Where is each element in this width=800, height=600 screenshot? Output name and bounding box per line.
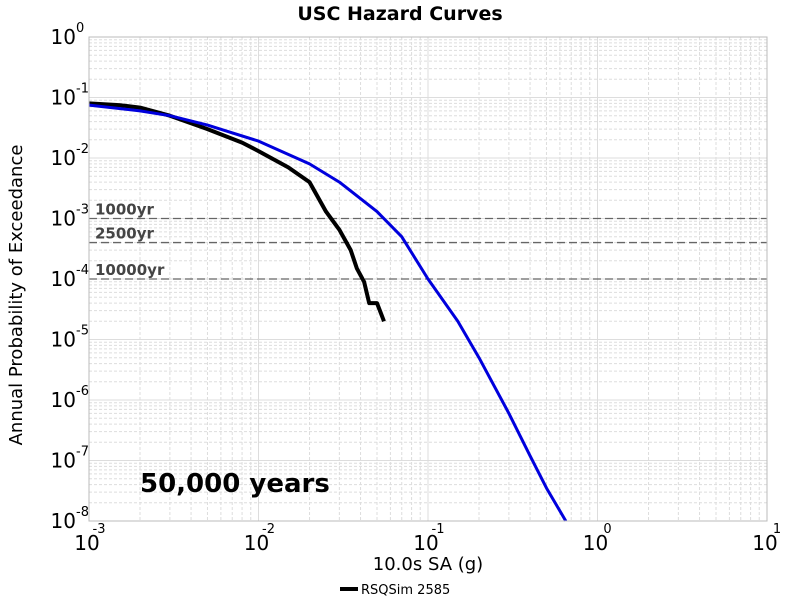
- y-tick-exponent: -7: [76, 445, 89, 460]
- y-tick-label: 10: [51, 509, 76, 533]
- x-tick-exponent: -3: [93, 522, 106, 537]
- y-tick-exponent: -2: [76, 142, 89, 157]
- y-axis-label: Annual Probability of Exceedance: [6, 145, 27, 446]
- x-tick-exponent: -1: [432, 522, 445, 537]
- plot-frame: [88, 36, 768, 522]
- y-tick-exponent: 0: [76, 21, 84, 36]
- reference-line-label: 10000yr: [95, 261, 165, 279]
- legend: RSQSim 2585: [340, 583, 450, 598]
- reference-line-label: 2500yr: [95, 225, 155, 243]
- x-tick-label: 10: [583, 531, 608, 555]
- y-tick-exponent: -5: [76, 324, 89, 339]
- y-tick-label: 10: [51, 86, 76, 110]
- y-tick-label: 10: [51, 207, 76, 231]
- y-tick-label: 10: [51, 25, 76, 49]
- y-tick-exponent: -6: [76, 384, 89, 399]
- y-tick-label: 10: [51, 267, 76, 291]
- x-tick-label: 10: [752, 531, 777, 555]
- x-axis-label: 10.0s SA (g): [373, 554, 483, 575]
- y-tick-exponent: -3: [76, 203, 89, 218]
- duration-annotation: 50,000 years: [140, 469, 330, 499]
- y-tick-exponent: -1: [76, 82, 89, 97]
- y-tick-label: 10: [51, 328, 76, 352]
- legend-label: RSQSim 2585: [361, 583, 450, 598]
- reference-line-label: 1000yr: [95, 201, 155, 219]
- y-tick-label: 10: [51, 388, 76, 412]
- chart-title: USC Hazard Curves: [297, 3, 502, 25]
- x-tick-exponent: -2: [262, 522, 275, 537]
- y-tick-exponent: -4: [76, 263, 89, 278]
- y-tick-exponent: -8: [76, 505, 89, 520]
- x-tick-label: 10: [413, 531, 438, 555]
- y-tick-label: 10: [51, 449, 76, 473]
- x-tick-label: 10: [74, 531, 99, 555]
- series-line-blue: [88, 103, 568, 522]
- x-tick-label: 10: [244, 531, 269, 555]
- x-tick-exponent: 0: [603, 522, 611, 537]
- x-tick-exponent: 1: [773, 522, 781, 537]
- series-lines: [88, 101, 568, 522]
- y-tick-label: 10: [51, 146, 76, 170]
